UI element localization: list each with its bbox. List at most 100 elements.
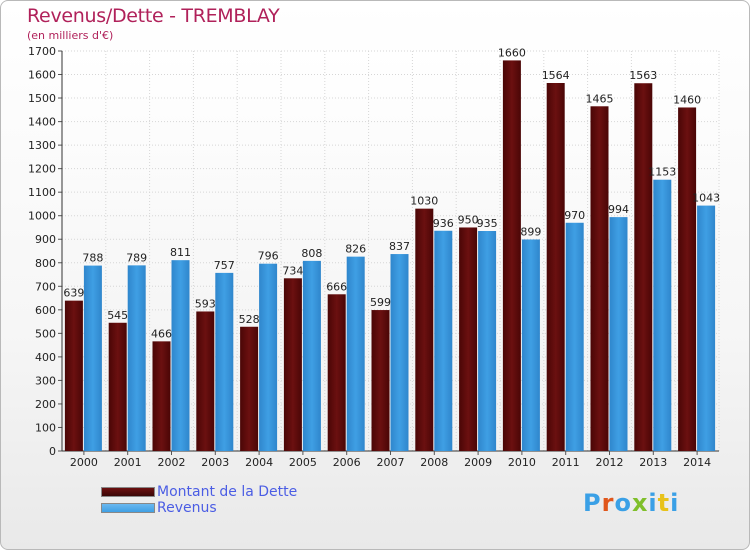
bar-revenue — [346, 256, 365, 451]
x-tick-label: 2010 — [508, 456, 536, 469]
bar-revenue — [434, 230, 453, 451]
y-tick-label: 1300 — [28, 139, 56, 152]
y-tick-label: 1400 — [28, 116, 56, 129]
x-tick-label: 2014 — [683, 456, 711, 469]
bar-revenue — [171, 260, 190, 451]
value-label-debt: 950 — [458, 213, 479, 226]
value-label-debt: 528 — [239, 313, 260, 326]
value-label-revenue: 757 — [214, 259, 235, 272]
value-label-revenue: 789 — [126, 251, 147, 264]
bar-revenue — [259, 263, 278, 451]
y-tick-label: 1100 — [28, 186, 56, 199]
logo-letter: i — [648, 489, 658, 517]
value-label-revenue: 837 — [389, 240, 410, 253]
bar-debt — [327, 294, 346, 451]
value-label-revenue: 994 — [608, 203, 629, 216]
y-tick-label: 0 — [49, 445, 56, 458]
chart-subtitle: (en milliers d'€) — [27, 29, 114, 42]
y-tick-label: 300 — [35, 374, 56, 387]
bar-revenue — [390, 254, 409, 451]
x-tick-label: 2012 — [596, 456, 624, 469]
x-tick-label: 2008 — [420, 456, 448, 469]
bar-debt — [634, 83, 653, 451]
y-tick-label: 1600 — [28, 69, 56, 82]
y-tick-label: 700 — [35, 280, 56, 293]
value-label-debt: 545 — [107, 309, 128, 322]
y-tick-label: 200 — [35, 398, 56, 411]
value-label-revenue: 826 — [345, 243, 366, 256]
value-label-revenue: 970 — [564, 209, 585, 222]
x-tick-label: 2001 — [114, 456, 142, 469]
value-label-debt: 1660 — [498, 46, 526, 59]
value-label-revenue: 808 — [301, 247, 322, 260]
value-label-debt: 1465 — [586, 92, 614, 105]
y-tick-label: 900 — [35, 233, 56, 246]
value-label-revenue: 811 — [170, 246, 191, 259]
value-label-revenue: 788 — [82, 252, 103, 265]
bar-debt — [196, 311, 215, 451]
bar-debt — [240, 326, 259, 451]
x-tick-label: 2005 — [289, 456, 317, 469]
value-label-debt: 1460 — [673, 93, 701, 106]
logo-letter: P — [583, 489, 602, 517]
bar-debt — [546, 83, 565, 451]
bar-debt — [415, 208, 434, 451]
value-label-debt: 666 — [326, 280, 347, 293]
legend-label-debt: Montant de la Dette — [157, 484, 298, 500]
y-tick-label: 500 — [35, 327, 56, 340]
logo-letter: x — [631, 489, 649, 517]
value-label-revenue: 936 — [433, 217, 454, 230]
legend-label-revenue: Revenus — [157, 500, 217, 516]
chart-title: Revenus/Dette - TREMBLAY — [27, 5, 280, 27]
bar-revenue — [521, 239, 540, 451]
y-tick-label: 1000 — [28, 210, 56, 223]
x-tick-label: 2007 — [377, 456, 405, 469]
x-tick-label: 2003 — [201, 456, 229, 469]
value-label-debt: 466 — [151, 327, 172, 340]
logo-letter: t — [657, 489, 671, 517]
y-tick-label: 100 — [35, 421, 56, 434]
legend-swatch-revenue — [101, 503, 155, 513]
value-label-revenue: 1153 — [648, 166, 676, 179]
bar-debt — [108, 322, 127, 451]
logo-letter: r — [601, 489, 615, 517]
bar-debt — [459, 227, 478, 451]
bar-revenue — [127, 265, 146, 451]
bar-revenue — [697, 205, 716, 451]
logo-letter: i — [670, 489, 680, 517]
y-tick-label: 1200 — [28, 163, 56, 176]
value-label-debt: 599 — [370, 296, 391, 309]
bar-debt — [590, 106, 609, 451]
x-tick-label: 2006 — [333, 456, 361, 469]
bar-debt — [283, 278, 302, 451]
y-tick-label: 1500 — [28, 92, 56, 105]
bar-debt — [64, 300, 83, 451]
bar-revenue — [83, 265, 102, 451]
value-label-debt: 1030 — [410, 195, 438, 208]
bar-revenue — [302, 260, 321, 451]
value-label-debt: 593 — [195, 297, 216, 310]
proxiti-logo: Proxiti — [583, 489, 679, 517]
bar-revenue — [653, 179, 672, 452]
x-tick-label: 2004 — [245, 456, 273, 469]
value-label-revenue: 1043 — [692, 192, 720, 205]
value-label-revenue: 935 — [477, 217, 498, 230]
x-tick-label: 2002 — [158, 456, 186, 469]
value-label-debt: 1563 — [629, 69, 657, 82]
y-tick-label: 600 — [35, 304, 56, 317]
x-tick-label: 2013 — [639, 456, 667, 469]
y-tick-label: 400 — [35, 351, 56, 364]
x-tick-label: 2000 — [70, 456, 98, 469]
value-label-revenue: 899 — [520, 225, 541, 238]
y-tick-label: 800 — [35, 257, 56, 270]
value-label-debt: 734 — [282, 264, 303, 277]
x-tick-label: 2009 — [464, 456, 492, 469]
bar-debt — [502, 60, 521, 451]
y-tick-label: 1700 — [28, 45, 56, 58]
bar-debt — [152, 341, 171, 451]
bar-revenue — [215, 272, 234, 451]
bar-revenue — [609, 217, 628, 451]
value-label-debt: 639 — [63, 287, 84, 300]
